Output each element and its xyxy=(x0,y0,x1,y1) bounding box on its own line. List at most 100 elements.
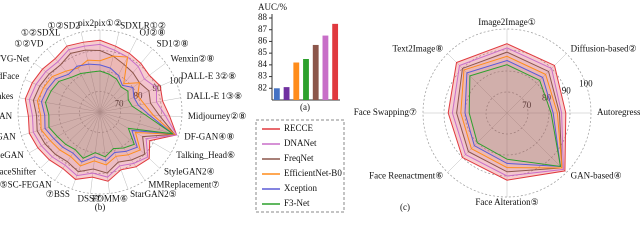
grid-ring xyxy=(79,91,121,133)
spoke xyxy=(99,111,110,194)
spoke xyxy=(506,53,567,114)
spoke xyxy=(99,32,120,113)
spoke xyxy=(28,111,101,154)
radar-series xyxy=(28,43,178,178)
axis-label: ①②SD2 xyxy=(48,20,80,30)
axis-label: Wenxin②⑧ xyxy=(171,54,215,64)
radar-series xyxy=(40,63,175,163)
axis-label: ⑦FSGAN xyxy=(0,131,16,141)
spoke xyxy=(47,49,101,113)
axis-label: Image2Image① xyxy=(478,17,536,27)
radar-series xyxy=(468,64,562,168)
axis-label: ①②SDXL xyxy=(21,27,61,37)
axis-label: ⑦DeepFakes xyxy=(0,91,14,101)
legend-label: RECCE xyxy=(284,123,314,133)
r-tick-label: 70 xyxy=(115,98,125,108)
legend-label: Xception xyxy=(284,183,317,193)
panel-label: (a) xyxy=(300,102,310,112)
axis-label: pix2pix①② xyxy=(78,18,122,28)
spoke xyxy=(34,62,101,113)
spoke xyxy=(21,111,101,136)
y-tick-label: 85 xyxy=(258,47,268,57)
spoke xyxy=(99,49,153,113)
axis-label: ⑥ATVG-Net xyxy=(0,54,30,64)
spoke xyxy=(71,111,101,190)
radar-series xyxy=(447,43,567,181)
legend-label: DNANet xyxy=(284,138,317,148)
bar xyxy=(312,44,319,100)
axis-label: Face Swapping⑦ xyxy=(354,107,417,117)
axis-label: SD1②⑧ xyxy=(157,39,189,49)
axis-label: Talking_Head⑥ xyxy=(176,150,235,160)
axis-label: DALL-E 3②⑧ xyxy=(181,71,236,81)
spoke xyxy=(447,53,508,114)
axis-label: Text2Image⑧ xyxy=(392,43,443,53)
axis-label: ⑦BlendFace xyxy=(0,71,19,81)
spoke xyxy=(99,97,181,113)
legend-label: EfficientNet-B0 xyxy=(284,168,342,178)
radar-series xyxy=(456,51,563,173)
axis-label: Face Reenactment⑥ xyxy=(369,171,443,181)
spoke xyxy=(99,111,146,181)
y-tick-label: 86 xyxy=(258,35,268,45)
axis-label: MMReplacement⑦ xyxy=(148,180,219,190)
r-tick-label: 90 xyxy=(562,86,572,96)
axis-label: SDXLR①② xyxy=(120,20,166,30)
panel-label: (b) xyxy=(95,202,106,212)
spoke xyxy=(62,38,101,113)
axis-label: OJ②⑧ xyxy=(139,27,165,37)
axis-label: Midjourney②⑧ xyxy=(188,111,247,121)
axis-label: GAN-based④ xyxy=(571,171,622,181)
spoke xyxy=(99,111,160,169)
axis-label: StarGAN2⑤ xyxy=(130,189,177,199)
axis-label: DALL-E 1③⑧ xyxy=(187,91,242,101)
y-tick-label: 88 xyxy=(258,12,268,22)
legend-label: F3-Net xyxy=(284,198,310,208)
spoke xyxy=(99,111,129,190)
bar xyxy=(303,59,309,100)
axis-label: Face Alteration⑤ xyxy=(475,197,538,207)
radar-series xyxy=(32,49,176,174)
radar-series xyxy=(464,59,562,167)
axis-label: FOMM⑥ xyxy=(92,193,128,203)
spoke xyxy=(40,111,101,169)
axis-label: Autoregressive-based③ xyxy=(597,107,640,117)
axis-label: ⑤SC-FEGAN xyxy=(0,180,52,190)
r-tick-label: 70 xyxy=(522,100,532,110)
r-tick-label: 100 xyxy=(579,78,593,88)
y-tick-label: 83 xyxy=(258,71,268,81)
y-axis-label: AUC/% xyxy=(258,2,288,12)
spoke xyxy=(24,79,101,113)
panel-label: (c) xyxy=(400,202,410,212)
y-tick-label: 87 xyxy=(258,24,268,34)
spoke xyxy=(99,111,179,136)
bar xyxy=(322,35,329,101)
axis-label: ⑤MaskGAN xyxy=(0,111,13,121)
spoke xyxy=(54,111,101,181)
bar xyxy=(332,23,339,100)
axis-label: Diffusion-based② xyxy=(571,43,637,53)
spoke xyxy=(19,97,101,113)
radar-series xyxy=(36,55,177,167)
axis-label: DSS⑦ xyxy=(77,193,102,203)
bar xyxy=(273,88,280,100)
spoke xyxy=(506,112,567,173)
bar xyxy=(293,62,300,100)
spoke xyxy=(99,111,182,118)
r-tick-label: 100 xyxy=(169,75,183,85)
r-tick-label: 80 xyxy=(542,93,552,103)
y-tick-label: 84 xyxy=(258,59,268,69)
axis-label: ⑦FaceShifter xyxy=(0,166,36,176)
spoke xyxy=(18,111,101,118)
axis-label: DF-GAN④⑧ xyxy=(184,131,234,141)
legend-label: FreqNet xyxy=(284,153,314,163)
axis-label: ⑤DiscoFaceGAN xyxy=(0,150,24,160)
radar-series xyxy=(460,55,563,169)
axis-label: ⑦BSS xyxy=(46,189,70,199)
r-tick-label: 90 xyxy=(153,83,163,93)
radar-series xyxy=(44,70,173,159)
axis-label: StyleGAN2④ xyxy=(164,166,215,176)
bar xyxy=(283,87,290,100)
y-tick-label: 82 xyxy=(258,82,267,92)
